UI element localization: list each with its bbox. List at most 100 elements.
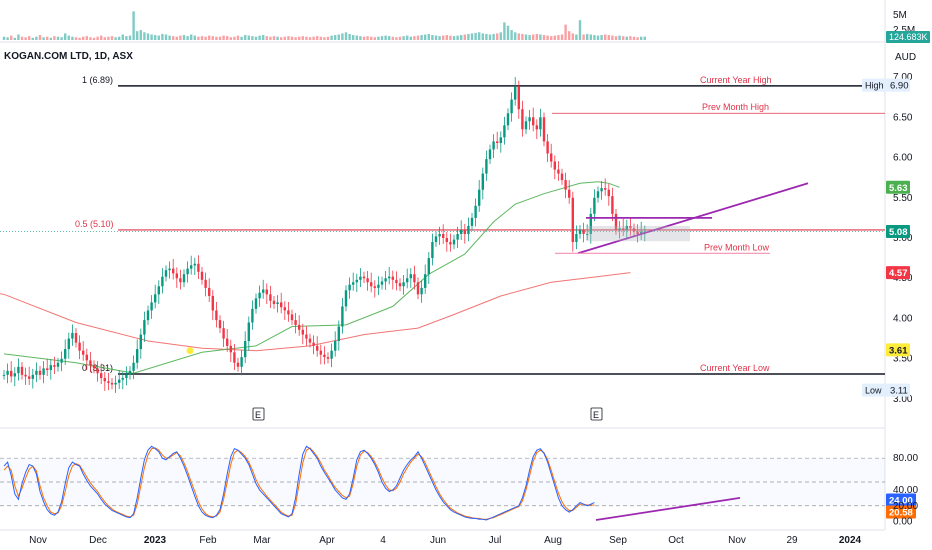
price-tick-0: 3.00	[893, 394, 913, 405]
candle-body-59	[215, 310, 218, 321]
candle-body-8	[31, 374, 34, 379]
candle-body-67	[244, 341, 247, 358]
volume-axis-label-high: 5M	[893, 10, 907, 21]
candle-body-152	[550, 153, 553, 162]
volume-bar-91	[330, 35, 333, 40]
volume-bar-83	[301, 36, 304, 40]
volume-bar-130	[470, 33, 474, 40]
time-tick-9: Aug	[544, 535, 562, 546]
volume-bar-167	[604, 34, 607, 40]
volume-bar-166	[600, 35, 603, 40]
price-tick-6: 6.00	[893, 153, 913, 164]
annotation-1: Prev Month High	[702, 102, 769, 112]
volume-bar-139	[503, 22, 506, 40]
candle-body-88	[319, 350, 322, 355]
volume-bar-129	[467, 33, 470, 40]
candle-body-68	[247, 322, 250, 342]
hl-bg-0	[862, 78, 910, 92]
candle-body-113	[409, 274, 412, 279]
candle-body-29	[107, 381, 110, 383]
volume-bar-80	[290, 36, 294, 40]
candle-body-62	[226, 338, 229, 346]
volume-bar-90	[326, 36, 330, 40]
candle-body-40	[146, 310, 150, 321]
volume-bar-14	[53, 36, 56, 40]
time-tick-13: 29	[786, 535, 798, 546]
volume-bar-18	[67, 35, 70, 40]
volume-bar-107	[388, 36, 391, 40]
volume-bar-78	[283, 36, 286, 40]
volume-bar-126	[456, 35, 459, 40]
volume-bar-68	[247, 35, 250, 40]
volume-bar-149	[539, 34, 542, 40]
candle-body-52	[190, 265, 193, 269]
candle-body-133	[481, 173, 484, 190]
candle-body-33	[121, 378, 124, 380]
volume-bar-157	[568, 31, 571, 40]
volume-bar-16	[60, 37, 63, 40]
low-value: 3.11	[890, 386, 908, 397]
oscillator-axis: 0.00 20.00 40.00 80.00	[893, 453, 918, 527]
candle-body-107	[388, 276, 391, 279]
volume-bar-39	[143, 32, 146, 40]
volume-bar-65	[236, 35, 240, 40]
volume-bar-132	[478, 32, 481, 40]
volume-bar-32	[118, 36, 121, 40]
candle-body-135	[488, 149, 492, 160]
candle-body-94	[341, 306, 344, 327]
volume-bar-12	[46, 36, 49, 40]
volume-bar-69	[251, 36, 254, 40]
candle-body-50	[182, 274, 186, 283]
time-tick-6: 4	[380, 535, 386, 546]
volume-bar-152	[550, 36, 553, 40]
volume-bar-89	[323, 37, 326, 40]
candle-body-116	[420, 287, 423, 295]
candle-body-128	[463, 229, 466, 234]
volume-bar-112	[406, 35, 409, 40]
candle-body-139	[503, 125, 506, 138]
candle-body-90	[326, 357, 330, 359]
volume-bar-174	[629, 36, 632, 40]
volume-bar-118	[427, 33, 430, 40]
candle-body-1	[6, 370, 9, 375]
volume-bar-66	[240, 36, 243, 40]
sma-cross-marker	[186, 347, 194, 355]
volume-bar-127	[460, 35, 463, 40]
volume-bar-102	[370, 36, 373, 40]
volume-bar-176	[636, 37, 639, 40]
volume-bar-114	[413, 36, 416, 40]
candle-body-32	[118, 379, 121, 383]
volume-bar-37	[136, 31, 139, 40]
volume-bar-116	[420, 35, 423, 40]
annotation-2: Prev Month Low	[704, 242, 770, 252]
candle-body-18	[67, 338, 70, 350]
volume-bar-96	[348, 33, 351, 40]
volume-bar-74	[269, 36, 272, 40]
candle-body-41	[150, 302, 153, 311]
volume-bar-57	[208, 35, 211, 40]
candle-body-104	[377, 284, 380, 288]
volume-bar-46	[168, 35, 171, 40]
chart-title: KOGAN.COM LTD, 1D, ASX	[4, 51, 133, 62]
candle-body-149	[539, 117, 542, 130]
candle-body-138	[499, 137, 502, 144]
candle-body-143	[517, 86, 520, 110]
volume-bar-72	[262, 35, 265, 40]
volume-bar-164	[593, 35, 596, 40]
candle-body-43	[157, 286, 160, 295]
volume-bar-30	[110, 36, 114, 40]
volume-bar-31	[114, 37, 117, 40]
candle-body-91	[330, 350, 333, 359]
volume-bar-79	[287, 36, 290, 40]
candle-body-122	[442, 233, 445, 238]
time-tick-8: Jul	[489, 535, 502, 546]
candle-body-63	[229, 345, 232, 353]
candle-body-126	[456, 233, 459, 240]
candle-body-13	[49, 365, 52, 370]
volume-bar-122	[442, 35, 445, 40]
candle-body-87	[316, 345, 319, 351]
volume-bar-70	[254, 36, 258, 40]
time-tick-4: Mar	[253, 535, 271, 546]
candle-body-48	[175, 273, 178, 279]
